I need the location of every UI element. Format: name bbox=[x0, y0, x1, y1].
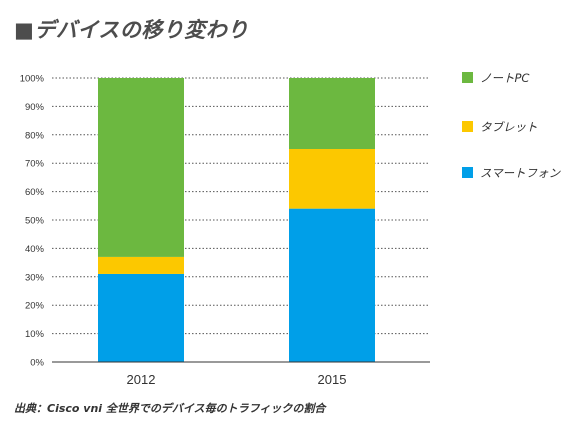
x-tick-label: 2015 bbox=[318, 372, 347, 387]
bar-segment-2015 bbox=[289, 78, 375, 149]
y-tick-label: 20% bbox=[25, 301, 45, 312]
legend-swatch bbox=[462, 121, 473, 132]
bars bbox=[98, 78, 375, 362]
source-note: 出典：Cisco vni 全世界でのデバイス毎のトラフィックの割合 bbox=[14, 402, 326, 415]
y-tick-label: 0% bbox=[30, 358, 44, 369]
y-tick-label: 80% bbox=[25, 130, 45, 141]
y-tick-label: 10% bbox=[25, 329, 45, 340]
y-tick-label: 70% bbox=[25, 159, 45, 170]
bar-segment-2015 bbox=[289, 208, 375, 362]
chart-title: ■デバイスの移り変わり bbox=[14, 18, 249, 42]
legend-swatch bbox=[462, 167, 473, 178]
y-tick-label: 30% bbox=[25, 272, 45, 283]
legend-label: スマートフォン bbox=[480, 166, 562, 180]
x-axis: 2012 2015 bbox=[52, 361, 430, 387]
y-tick-label: 90% bbox=[25, 102, 45, 113]
bar-segment-2012 bbox=[98, 273, 184, 362]
legend-swatch bbox=[462, 72, 473, 83]
bar-segment-2012 bbox=[98, 256, 184, 274]
bar-segment-2012 bbox=[98, 78, 184, 257]
legend-label: ノートPC bbox=[480, 71, 529, 85]
y-tick-label: 50% bbox=[25, 216, 45, 227]
legend-label: タブレット bbox=[480, 120, 538, 134]
x-tick-label: 2012 bbox=[127, 372, 156, 387]
bar-segment-2015 bbox=[289, 149, 375, 209]
y-tick-label: 40% bbox=[25, 244, 45, 255]
y-axis: 0% 10% 20% 30% 40% 50% 60% 70% 80% 90% 100% bbox=[20, 74, 45, 369]
y-tick-label: 60% bbox=[25, 187, 45, 198]
y-tick-label: 100% bbox=[20, 74, 45, 85]
